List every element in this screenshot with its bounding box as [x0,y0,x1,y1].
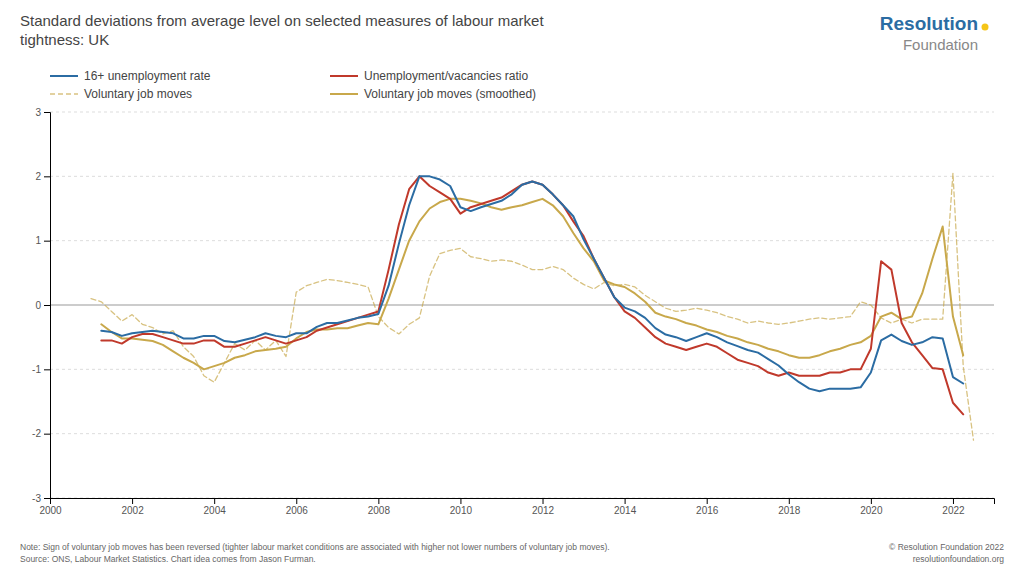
legend-label: 16+ unemployment rate [84,69,211,83]
grid-line [50,112,994,113]
title: Standard deviations from average level o… [20,12,544,48]
x-tick: 2002 [121,498,144,516]
logo-subtext: Foundation [903,36,978,53]
x-tick-label: 2008 [368,505,391,516]
grid [50,112,994,498]
text-line: Source: ONS, Labour Market Statistics. C… [20,554,316,564]
legend-swatch [50,75,78,77]
legend-label: Voluntary job moves (smoothed) [364,87,536,101]
legend-swatch [50,93,78,94]
legend: 16+ unemployment rate Unemployment/vacanc… [50,69,536,101]
y-tick-mark [44,498,50,499]
text-line: © Resolution Foundation 2022 [889,542,1004,552]
y-tick-label: -3 [32,493,41,504]
y-tick-mark [44,112,50,113]
y-tick: -3 [32,493,50,504]
x-tick-label: 2002 [121,505,144,516]
y-tick-label: 1 [35,235,41,246]
x-tick-label: 2000 [39,505,62,516]
x-tick-mark [460,498,461,504]
chart: 2000 2002 2004 2006 2008 2010 2012 2014 2016 2018… [0,0,1024,576]
x-tick-mark [707,498,708,504]
x-tick-label: 2014 [614,505,637,516]
x-tick-label: 2010 [450,505,473,516]
x-tick-mark [378,498,379,504]
x-tick-mark [132,498,133,504]
x-tick: 2000 [39,498,62,516]
legend-item: Voluntary job moves [50,87,192,101]
y-tick-label: 0 [35,300,41,311]
legend-swatch [330,93,358,95]
legend-item: Voluntary job moves (smoothed) [330,87,536,101]
text-line: Note: Sign of voluntary job moves has be… [20,542,610,552]
x-tick-label: 2004 [204,505,227,516]
y-tick: -1 [32,364,50,375]
lines [91,173,973,440]
x-tick-mark [871,498,872,504]
series-line [91,173,973,440]
y-tick-mark [44,176,50,177]
series-line [101,176,963,391]
x-tick: 2010 [450,498,473,516]
x-tick: 2008 [368,498,391,516]
x-tick-mark [953,498,954,504]
x-tick-mark [543,498,544,504]
legend-item: 16+ unemployment rate [50,69,211,83]
y-axis: -3 -2 -1 0 1 2 3 [32,107,50,504]
grid-line [50,240,994,241]
logo-dot [982,24,989,31]
zero-line [50,305,994,306]
text-line: tightness: UK [20,31,109,48]
legend-label: Unemployment/vacancies ratio [364,69,528,83]
x-tick-mark [625,498,626,504]
grid-line [50,433,994,434]
grid-line [50,176,994,177]
y-tick-label: 2 [35,171,41,182]
y-tick: 0 [35,300,50,311]
x-axis-line [51,499,995,505]
y-tick-mark [44,241,50,242]
x-tick-label: 2012 [532,505,555,516]
x-tick: 2016 [696,498,719,516]
y-tick-label: 3 [35,107,41,118]
y-tick: 1 [35,235,50,246]
y-axis-line [44,113,51,499]
x-tick: 2014 [614,498,637,516]
series-line [101,176,963,414]
x-tick: 2006 [286,498,309,516]
x-tick-mark [789,498,790,504]
x-tick-label: 2006 [286,505,309,516]
legend-swatch [330,75,358,77]
logo-text: Resolution [880,13,978,34]
x-tick: 2022 [942,498,965,516]
x-tick-mark [214,498,215,504]
text-line: Standard deviations from average level o… [20,12,544,29]
series-line [101,199,963,369]
x-tick: 2018 [778,498,801,516]
y-tick-label: -2 [32,428,41,439]
x-tick: 2012 [532,498,555,516]
x-tick-label: 2016 [696,505,719,516]
y-tick-mark [44,434,50,435]
y-tick-mark [44,369,50,370]
y-tick: 3 [35,107,50,118]
y-tick-mark [44,305,50,306]
text-line: resolutionfoundation.org [913,554,1004,564]
legend-item: Unemployment/vacancies ratio [330,69,528,83]
y-tick: -2 [32,428,50,439]
x-tick-label: 2020 [860,505,883,516]
y-tick: 2 [35,171,50,182]
legend-label: Voluntary job moves [84,87,192,101]
x-tick-label: 2018 [778,505,801,516]
x-tick: 2020 [860,498,883,516]
y-tick-label: -1 [32,364,41,375]
x-tick-label: 2022 [942,505,965,516]
note: Note: Sign of voluntary job moves has be… [20,542,610,564]
x-axis: 2000 2002 2004 2006 2008 2010 2012 2014 2016 2018… [39,498,994,516]
x-tick: 2004 [204,498,227,516]
x-tick-mark [296,498,297,504]
copyright: © Resolution Foundation 2022 resolutionfo… [889,542,1004,564]
